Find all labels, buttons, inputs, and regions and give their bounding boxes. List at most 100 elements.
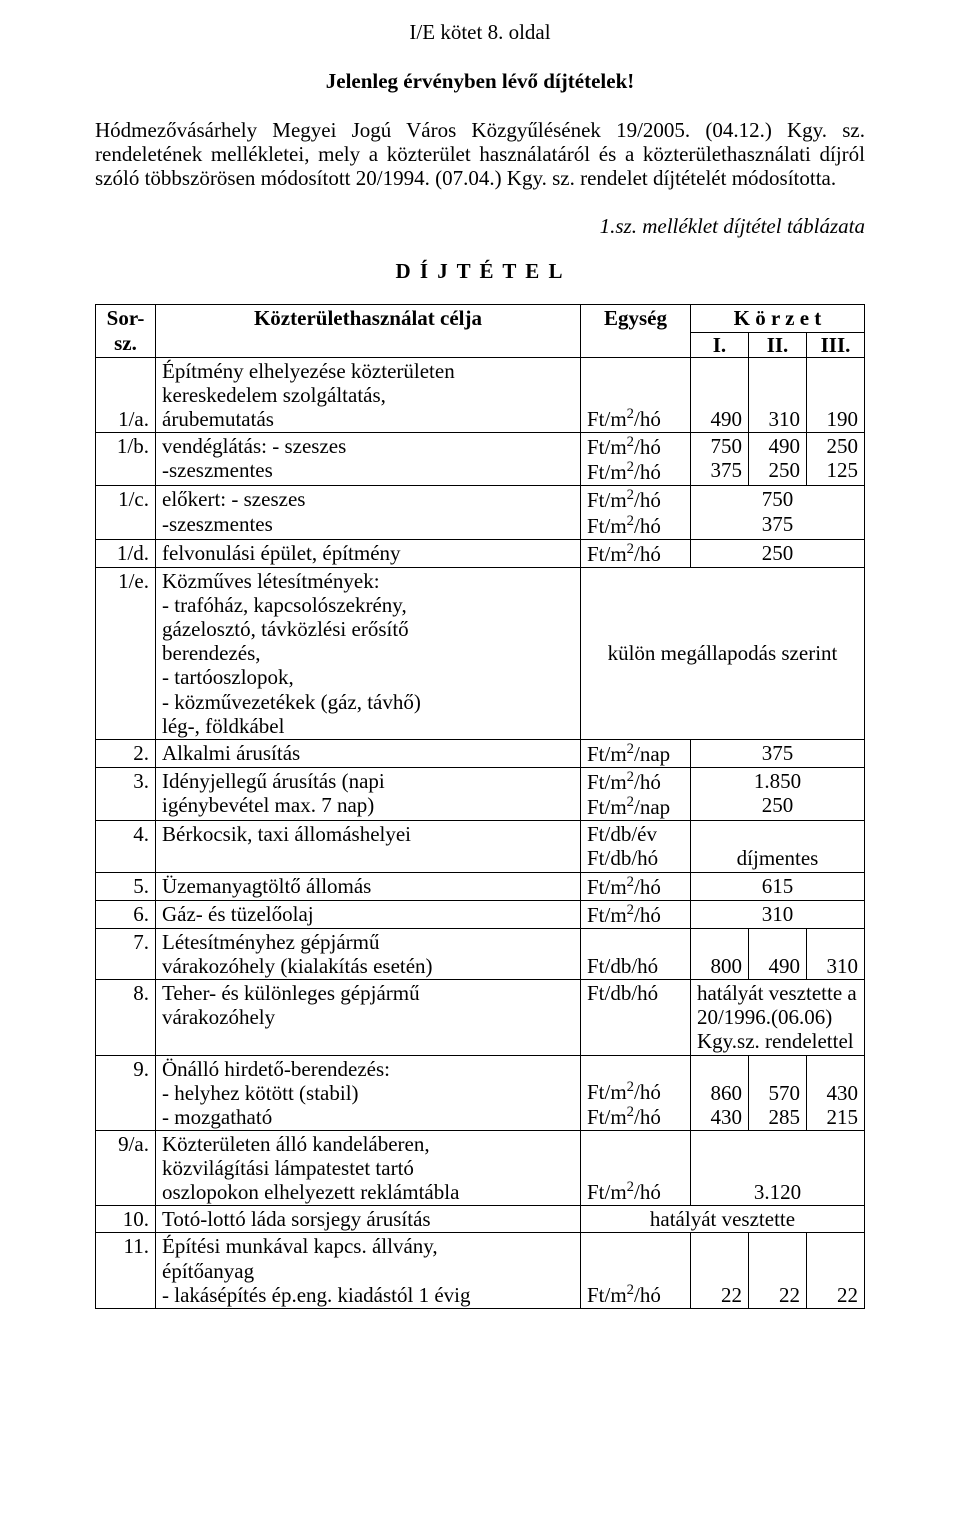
row-purpose: Közműves létesítmények: - trafóház, kapc… (156, 567, 581, 739)
row-num: 2. (96, 739, 156, 767)
row-purpose: Önálló hirdető-berendezés: - helyhez köt… (156, 1055, 581, 1130)
row-text: előkert: - szeszes (162, 487, 305, 511)
row-val-merged: 3.120 (690, 1130, 864, 1205)
row-unit: Ft/m2/hó Ft/m2/hó (580, 1055, 690, 1130)
row-unit: Ft/m2/hó (580, 900, 690, 928)
th-purpose: Közterülethasználat célja (156, 305, 581, 357)
row-unit: Ft/m2/hó (580, 1233, 690, 1308)
row-purpose: Teher- és különleges gépjármű várakozóhe… (156, 980, 581, 1055)
row-purpose: Idényjellegű árusítás (napi igénybevétel… (156, 767, 581, 820)
table-row: 1/c. előkert: - szeszes -szeszmentes Ft/… (96, 486, 865, 539)
row-val-merged: 375 (690, 739, 864, 767)
th-zone-label: K ö r z e t (691, 305, 864, 332)
row-purpose: Létesítményhez gépjármű várakozóhely (ki… (156, 928, 581, 979)
row-val-merged: 250 (690, 539, 864, 567)
table-header-row: Sor-sz. Közterülethasználat célja Egység… (96, 305, 865, 357)
intro-paragraph: Hódmezővásárhely Megyei Jogú Város Közgy… (95, 118, 865, 190)
row-num: 9. (96, 1055, 156, 1130)
row-num: 3. (96, 767, 156, 820)
table-row: 1/d. felvonulási épület, építmény Ft/m2/… (96, 539, 865, 567)
row-val-merged: 750375 (690, 486, 864, 539)
row-purpose: Bérkocsik, taxi állomáshelyei (156, 821, 581, 872)
row-purpose: vendéglátás: - szeszes -szeszmentes (156, 433, 581, 486)
th-zone: K ö r z e t I. II. III. (690, 305, 864, 357)
row-purpose: Építési munkával kapcs. állvány, építőan… (156, 1233, 581, 1308)
section-title: D Í J T É T E L (95, 259, 865, 284)
row-num: 5. (96, 872, 156, 900)
row-text: várakozóhely (162, 1005, 275, 1029)
table-row: 5. Üzemanyagtöltő állomás Ft/m2/hó 615 (96, 872, 865, 900)
row-text: Közműves létesítmények: (162, 569, 380, 593)
th-unit: Egység (580, 305, 690, 357)
row-text: Közterületen álló kandeláberen, (162, 1132, 430, 1156)
row-unit: Ft/m2/hó (580, 539, 690, 567)
row-text: -szeszmentes (162, 458, 273, 482)
row-text: árubemutatás (162, 407, 274, 431)
row-num: 8. (96, 980, 156, 1055)
th-zone-2: II. (749, 333, 807, 357)
row-purpose: Totó-lottó láda sorsjegy árusítás (156, 1206, 581, 1233)
page-title: Jelenleg érvényben lévő díjtételek! (95, 69, 865, 94)
row-val-3: 22 (806, 1233, 864, 1308)
row-val-3: 250125 (806, 433, 864, 486)
row-text: Építmény elhelyezése közterületen (162, 359, 455, 383)
row-text: Idényjellegű árusítás (napi (162, 769, 385, 793)
row-purpose: Alkalmi árusítás (156, 739, 581, 767)
row-note: díjmentes (690, 821, 864, 872)
row-num: 7. (96, 928, 156, 979)
row-text: berendezés, (162, 641, 261, 665)
fee-table: Sor-sz. Közterülethasználat célja Egység… (95, 304, 865, 1308)
row-text: gázelosztó, távközlési erősítő (162, 617, 409, 641)
row-text: építőanyag (162, 1259, 254, 1283)
page-header: I/E kötet 8. oldal (95, 20, 865, 45)
row-val-2: 22 (748, 1233, 806, 1308)
row-val-1: 800 (690, 928, 748, 979)
row-text: - tartóoszlopok, (162, 665, 294, 689)
row-val-1: 750375 (690, 433, 748, 486)
row-unit: Ft/m2/nap (580, 739, 690, 767)
row-text: Önálló hirdető-berendezés: (162, 1057, 390, 1081)
row-text: közvilágítási lámpatestet tartó (162, 1156, 414, 1180)
row-text: igénybevétel max. 7 nap) (162, 793, 374, 817)
row-purpose: előkert: - szeszes -szeszmentes (156, 486, 581, 539)
row-unit: Ft/db/hó (580, 980, 690, 1055)
row-val-merged: 615 (690, 872, 864, 900)
row-num: 1/d. (96, 539, 156, 567)
row-num: 4. (96, 821, 156, 872)
th-zone-3: III. (807, 333, 864, 357)
table-row: 7. Létesítményhez gépjármű várakozóhely … (96, 928, 865, 979)
table-row: 1/e. Közműves létesítmények: - trafóház,… (96, 567, 865, 739)
row-text: Teher- és különleges gépjármű (162, 981, 420, 1005)
row-unit: Ft/m2/hó (580, 872, 690, 900)
row-unit: Ft/m2/hó (580, 357, 690, 432)
row-val-3: 310 (806, 928, 864, 979)
document-page: I/E kötet 8. oldal Jelenleg érvényben lé… (0, 0, 960, 1349)
row-val-1: 22 (690, 1233, 748, 1308)
table-row: 10. Totó-lottó láda sorsjegy árusítás ha… (96, 1206, 865, 1233)
table-row: 3. Idényjellegű árusítás (napi igénybevé… (96, 767, 865, 820)
row-val-1: 490 (690, 357, 748, 432)
row-text: oszlopokon elhelyezett reklámtábla (162, 1180, 459, 1204)
table-row: 8. Teher- és különleges gépjármű várakoz… (96, 980, 865, 1055)
row-val-2: 490 (748, 928, 806, 979)
row-val-3: 430215 (806, 1055, 864, 1130)
row-text: - mozgatható (162, 1105, 272, 1129)
row-val-merged: 1.850250 (690, 767, 864, 820)
row-num: 9/a. (96, 1130, 156, 1205)
row-purpose: Gáz- és tüzelőolaj (156, 900, 581, 928)
table-row: 9. Önálló hirdető-berendezés: - helyhez … (96, 1055, 865, 1130)
row-num: 1/c. (96, 486, 156, 539)
row-text: Létesítményhez gépjármű (162, 930, 380, 954)
row-unit: Ft/m2/hó Ft/m2/hó (580, 433, 690, 486)
row-text: - trafóház, kapcsolószekrény, (162, 593, 407, 617)
th-zone-1: I. (691, 333, 749, 357)
row-text: - közművezetékek (gáz, távhő) (162, 690, 421, 714)
row-unit: Ft/db/hó (580, 928, 690, 979)
table-row: 9/a. Közterületen álló kandeláberen, köz… (96, 1130, 865, 1205)
row-val-merged: 310 (690, 900, 864, 928)
row-unit: Ft/db/év Ft/db/hó (580, 821, 690, 872)
row-text: lég-, földkábel (162, 714, 284, 738)
row-purpose: Építmény elhelyezése közterületen keresk… (156, 357, 581, 432)
row-text: -szeszmentes (162, 512, 273, 536)
row-text: vendéglátás: - szeszes (162, 434, 346, 458)
